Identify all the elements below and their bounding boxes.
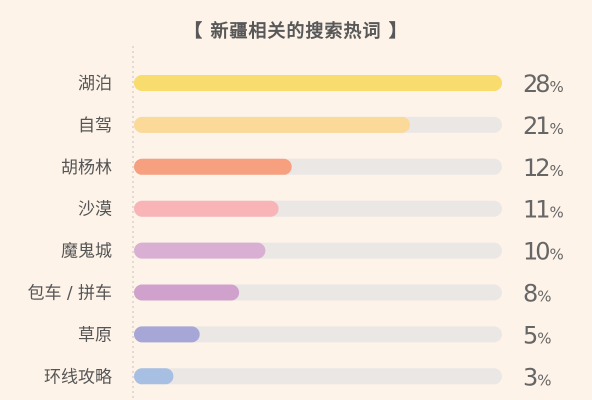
bar-track <box>134 368 502 385</box>
category-label: 自驾 <box>78 116 112 136</box>
value-label: 11% <box>523 196 564 224</box>
value-label: 28% <box>523 70 564 98</box>
value-label: 3% <box>523 363 552 391</box>
category-label: 湖泊 <box>78 74 112 94</box>
bar <box>134 368 174 385</box>
bar <box>134 200 279 217</box>
bar <box>134 116 410 133</box>
bar <box>134 158 292 175</box>
bar <box>134 75 502 91</box>
bar-track <box>134 326 502 343</box>
category-label: 草原 <box>78 325 112 345</box>
category-label: 魔鬼城 <box>61 242 112 262</box>
value-label: 5% <box>523 321 552 349</box>
category-label: 包车 / 拼车 <box>27 284 112 304</box>
value-label: 8% <box>523 280 552 308</box>
category-label: 胡杨林 <box>61 158 112 178</box>
category-label: 环线攻略 <box>44 367 112 387</box>
chart-title: 【 新疆相关的搜索热词 】 <box>184 21 408 42</box>
bar <box>134 242 266 259</box>
value-label: 12% <box>523 154 564 182</box>
bar <box>134 326 200 343</box>
value-label: 10% <box>523 238 564 266</box>
value-label: 21% <box>523 112 564 140</box>
bar <box>134 284 240 301</box>
category-label: 沙漠 <box>78 200 112 220</box>
